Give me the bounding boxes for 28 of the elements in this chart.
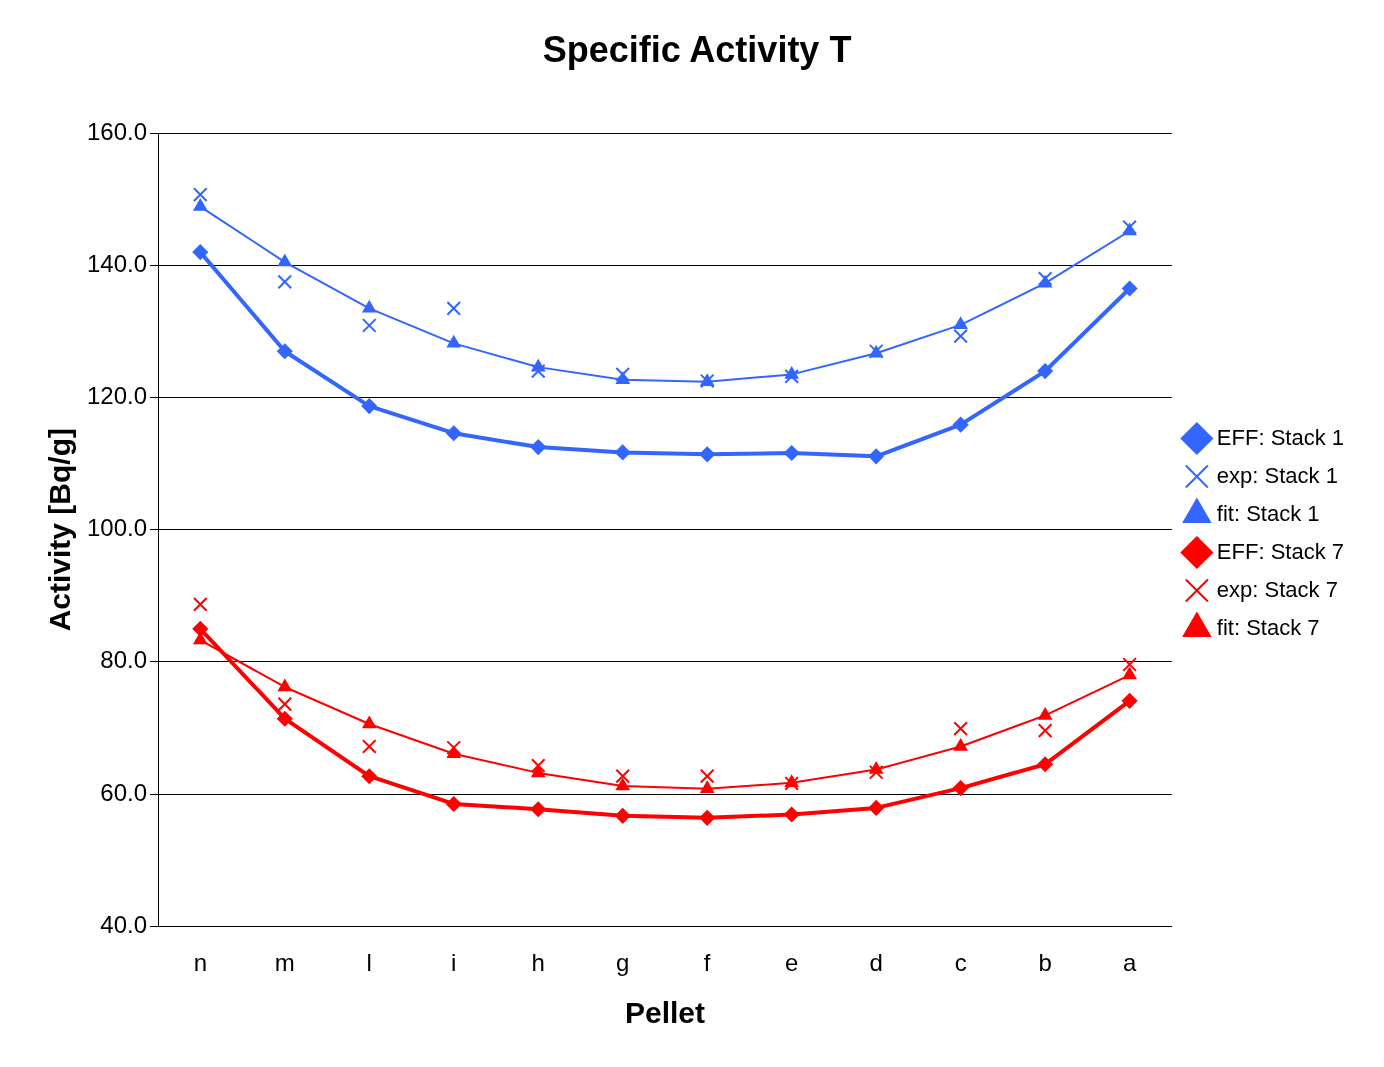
y-tick-label: 60.0 — [100, 778, 148, 806]
x-tick-label: a — [1122, 949, 1137, 977]
x-tick-label: l — [366, 949, 372, 977]
x-tick-label: c — [954, 949, 967, 977]
chart-title: Specific Activity T — [542, 28, 852, 70]
x-tick-label: n — [193, 949, 207, 977]
x-axis-title: Pellet — [624, 996, 705, 1030]
x-tick-label: m — [274, 949, 295, 977]
y-tick-label: 120.0 — [87, 382, 148, 410]
x-tick-label: f — [703, 949, 711, 977]
y-tick-label: 100.0 — [87, 514, 148, 542]
y-tick-label: 80.0 — [100, 646, 148, 674]
x-tick-label: h — [531, 949, 545, 977]
legend-label: EFF: Stack 1 — [1216, 424, 1345, 450]
x-tick-label: g — [616, 949, 630, 977]
legend-label: fit: Stack 1 — [1216, 500, 1320, 526]
y-axis-title: Activity [Bq/g] — [43, 428, 77, 632]
x-tick-label: e — [785, 949, 799, 977]
legend-label: EFF: Stack 7 — [1216, 538, 1345, 564]
x-tick-label: b — [1038, 949, 1052, 977]
y-tick-label: 40.0 — [100, 910, 148, 938]
x-tick-label: i — [451, 949, 457, 977]
y-tick-label: 140.0 — [87, 249, 148, 277]
x-tick-label: d — [869, 949, 883, 977]
legend-label: exp: Stack 7 — [1216, 576, 1338, 602]
y-tick-label: 160.0 — [87, 117, 148, 145]
legend-label: fit: Stack 7 — [1216, 614, 1320, 640]
legend-label: exp: Stack 1 — [1216, 462, 1338, 488]
